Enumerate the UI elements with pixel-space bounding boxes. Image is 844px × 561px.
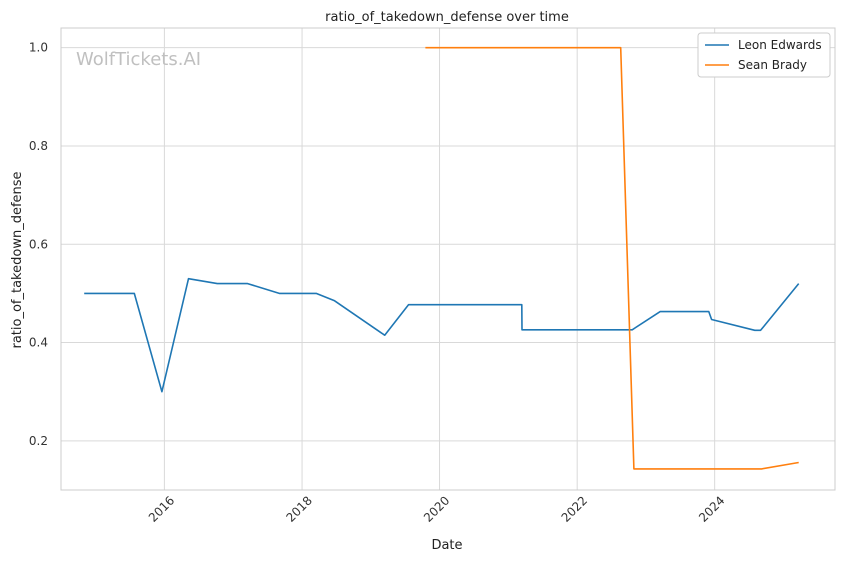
y-tick-label: 0.6 (29, 237, 48, 251)
y-tick-label: 1.0 (29, 41, 48, 55)
legend-box (697, 32, 831, 78)
watermark-text: WolfTickets.AI (76, 49, 201, 70)
y-tick-label: 0.2 (29, 434, 48, 448)
x-tick-label: 2024 (696, 493, 727, 524)
x-tick-label: 2016 (146, 493, 177, 524)
series-line-0 (84, 277, 800, 393)
legend-label: Leon Edwards (738, 38, 822, 52)
legend-label: Sean Brady (738, 58, 807, 72)
x-tick-label: 2018 (283, 493, 314, 524)
x-tick-label: 2022 (559, 493, 590, 524)
legend: Leon Edwards Sean Brady (697, 32, 831, 78)
y-axis-label: ratio_of_takedown_defense (10, 171, 25, 348)
x-axis-label: Date (431, 538, 462, 553)
x-tick-labels: 2016 2018 2020 2022 2024 (146, 493, 728, 524)
series-line-1 (425, 46, 799, 470)
plot-frame (60, 27, 836, 491)
y-tick-label: 0.8 (29, 139, 48, 153)
y-tick-label: 0.4 (29, 336, 48, 350)
x-tick-label: 2020 (421, 493, 452, 524)
grid-lines (61, 28, 835, 490)
chart-title: ratio_of_takedown_defense over time (325, 10, 569, 25)
y-tick-labels: 0.2 0.4 0.6 0.8 1.0 (29, 41, 48, 448)
series-layer (84, 46, 800, 470)
